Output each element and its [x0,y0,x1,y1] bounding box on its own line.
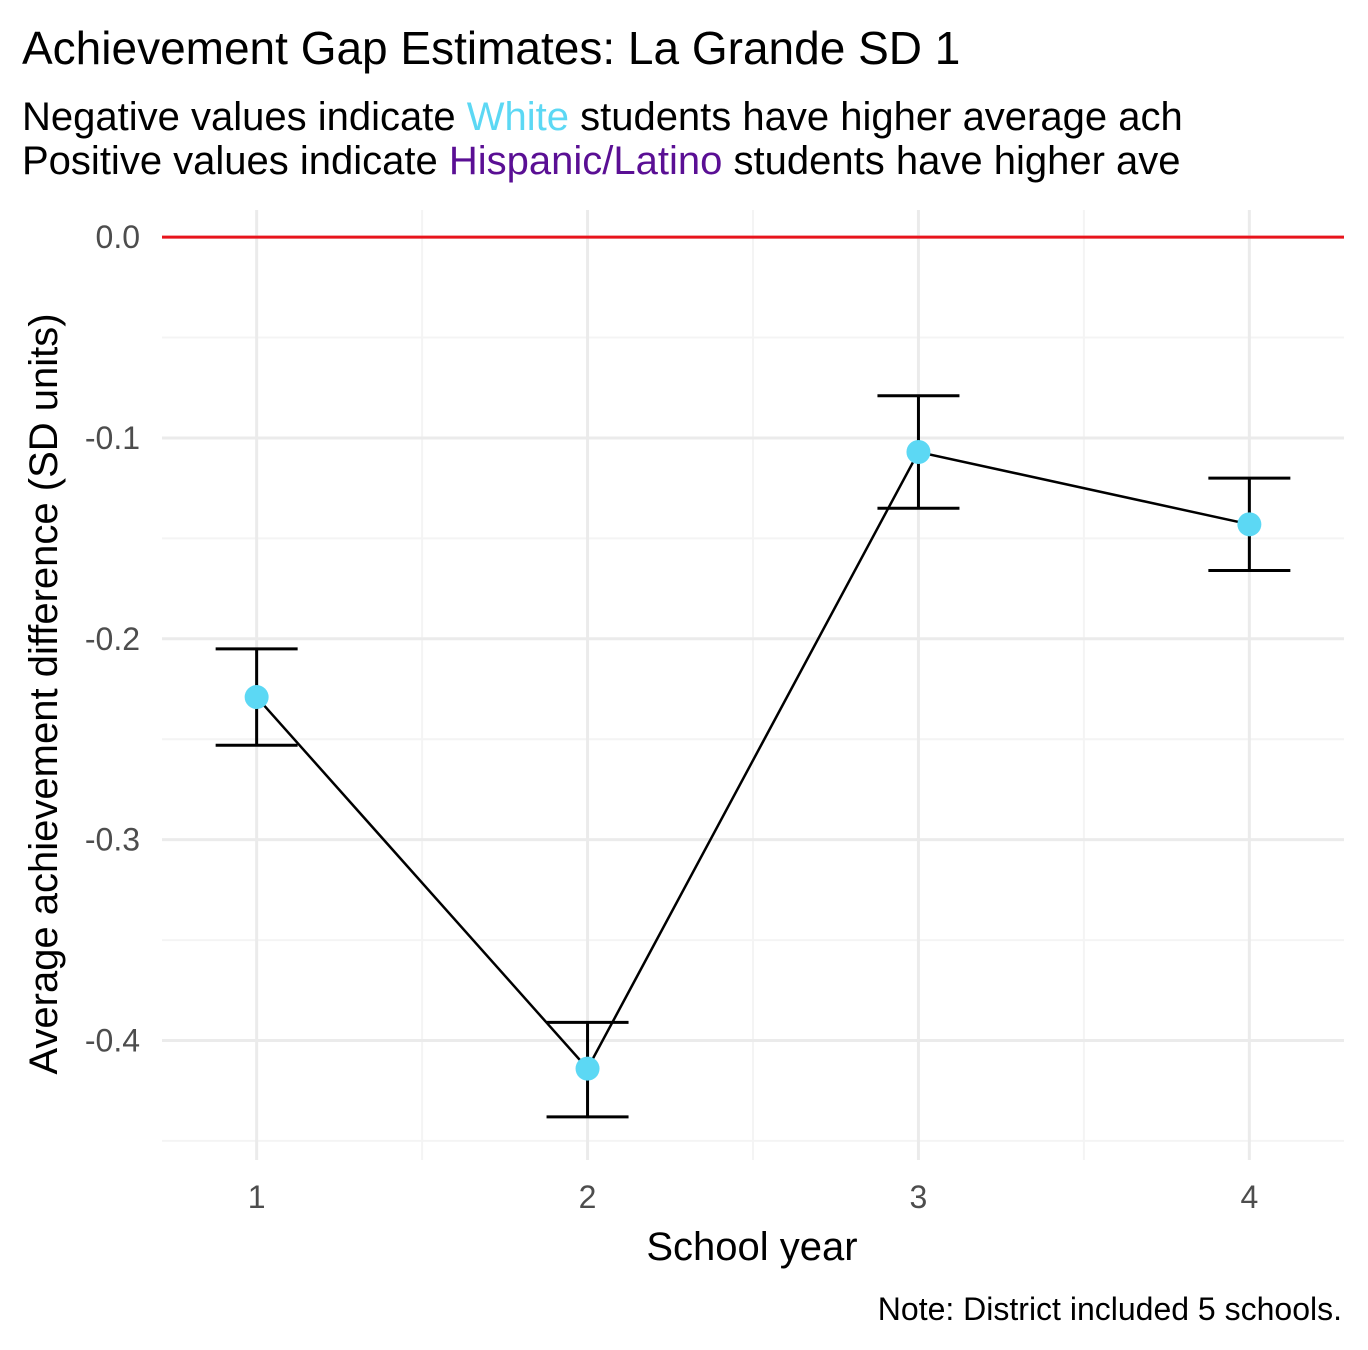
y-tick-label: -0.2 [85,621,140,657]
chart-title: Achievement Gap Estimates: La Grande SD … [22,22,960,74]
y-tick-label: -0.4 [85,1022,140,1058]
subtitle-line-1-before: Negative values indicate [22,95,467,139]
x-axis-title: School year [646,1225,857,1269]
x-tick-label: 3 [910,1179,928,1215]
x-axis-tick-labels: 1 2 3 4 [248,1179,1259,1215]
y-axis-tick-labels: 0.0 -0.1 -0.2 -0.3 -0.4 [85,219,140,1058]
minor-gridlines [162,210,1344,1160]
subtitle-white-highlight: White [467,95,569,139]
subtitle-line-1-after: students have higher average ach [569,95,1183,139]
y-tick-label: -0.1 [85,420,140,456]
series-line-group [255,450,1250,1071]
y-axis-title: Average achievement difference (SD units… [22,313,66,1074]
data-point [244,685,269,710]
x-tick-label: 1 [248,1179,266,1215]
data-point [575,1056,600,1081]
x-tick-label: 4 [1240,1179,1258,1215]
y-tick-label: -0.3 [85,822,140,858]
data-point [906,440,931,465]
series-line [255,450,1250,1071]
errorbars [215,394,1291,1119]
data-point [1237,512,1262,537]
y-tick-label: 0.0 [96,219,140,255]
chart-caption: Note: District included 5 schools. [878,1291,1342,1327]
data-points [244,440,1262,1081]
x-tick-label: 2 [579,1179,597,1215]
subtitle-line-2-before: Positive values indicate [22,139,449,183]
chart-subtitle-line-1: Negative values indicate White students … [22,95,1183,139]
subtitle-line-2-after: students have higher ave [722,139,1180,183]
chart-subtitle-line-2: Positive values indicate Hispanic/Latino… [22,139,1181,183]
subtitle-hispanic-highlight: Hispanic/Latino [449,139,723,183]
